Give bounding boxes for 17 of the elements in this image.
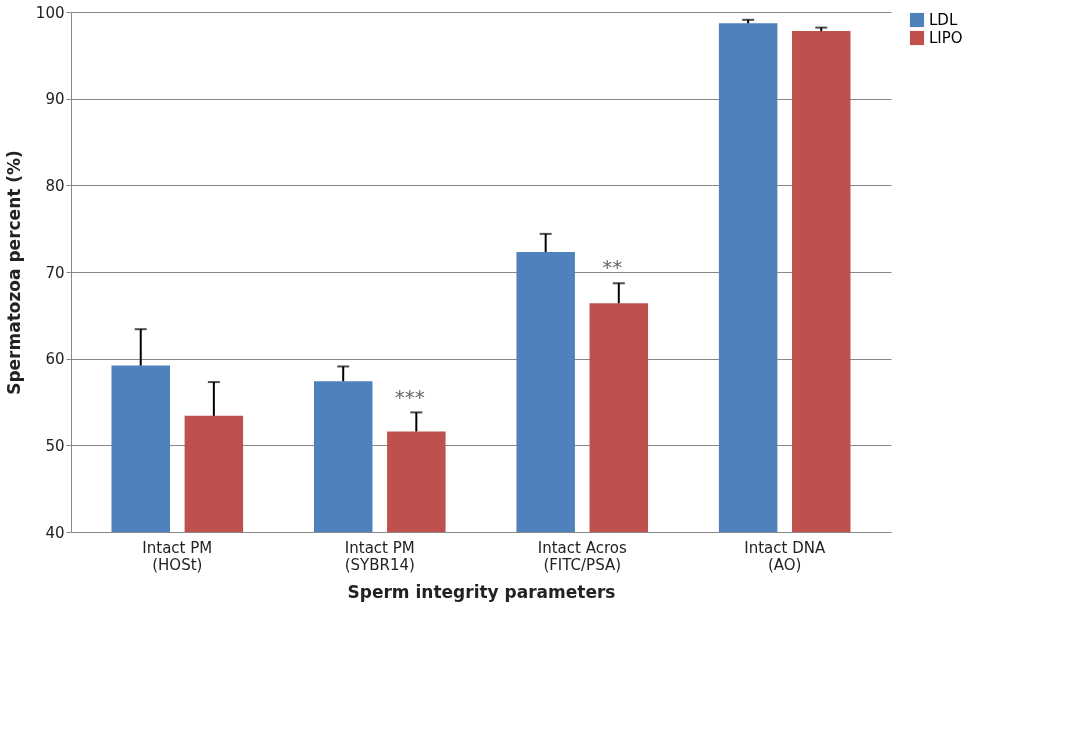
x-tick-label: Intact PM (HOSt) [142, 538, 213, 574]
y-tick-label: 40 [45, 523, 65, 542]
annotation: ** [602, 255, 623, 279]
x-tick-label: Intact DNA (AO) [744, 538, 826, 574]
annotation: *** [394, 385, 425, 409]
legend-label: LIPO [929, 29, 963, 47]
x-tick-label: Intact Acros (FITC/PSA) [537, 538, 627, 574]
y-axis-title: Spermatozoa percent (%) [3, 150, 24, 395]
x-axis-title: Sperm integrity parameters [347, 581, 616, 602]
y-tick-label: 60 [45, 350, 65, 369]
y-tick-label: 50 [45, 436, 65, 455]
x-tick-label: Intact PM (SYBR14) [344, 538, 415, 574]
y-tick-label: 100 [35, 3, 65, 22]
y-tick-label: 90 [45, 90, 65, 109]
y-tick-label: 80 [45, 176, 65, 195]
legend-label: LDL [929, 11, 958, 29]
y-tick-label: 70 [45, 263, 65, 282]
